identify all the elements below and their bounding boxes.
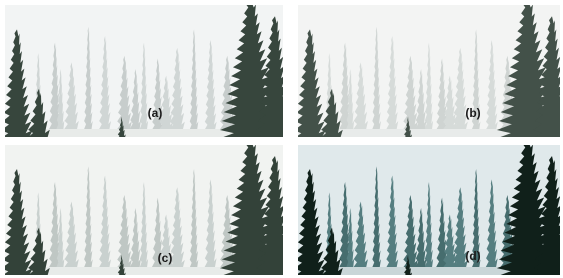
image-panel [293,0,563,142]
foreground-haze [5,145,283,275]
figure: (a) (b) (c) (d) [0,0,563,278]
panel-label: (b) [465,106,480,120]
foreground-haze [298,5,560,137]
panel-label: (c) [158,251,173,265]
image-panel [0,140,295,278]
page: (a)(b)(c)(d) (() => { const data = JSON.… [0,0,563,278]
panel-label: (a) [148,106,163,120]
image-panel [0,0,295,142]
image-panel [293,140,563,278]
panel-label: (d) [465,249,480,263]
foreground-haze [5,5,283,137]
